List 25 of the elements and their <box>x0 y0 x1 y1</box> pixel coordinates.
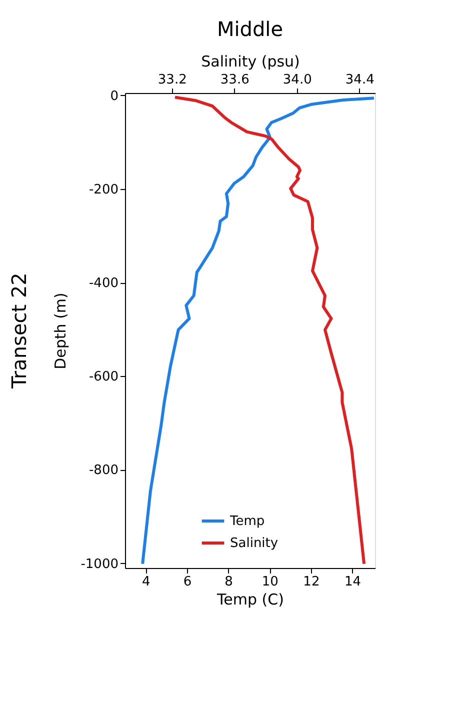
legend-label: Salinity <box>230 536 278 551</box>
x-axis-title: Temp (C) <box>216 590 284 608</box>
y-tick-label: -600 <box>88 370 118 385</box>
x2-tick-label: 34.4 <box>345 72 374 88</box>
line-series <box>141 96 375 566</box>
legend-label: Temp <box>229 514 265 529</box>
x2-tick-label: 33.2 <box>158 72 187 88</box>
x-tick-label: 6 <box>183 574 192 590</box>
y-axis-title: Depth (m) <box>52 292 70 370</box>
y-tick-label: -200 <box>88 182 118 198</box>
x-tick-label: 4 <box>142 574 150 590</box>
x2-tick-label: 33.6 <box>220 72 250 88</box>
x-tick-label: 14 <box>344 574 362 590</box>
y-tick-label: 0 <box>110 88 118 104</box>
x2-tick-label: 34.0 <box>282 72 312 88</box>
x-tick-label: 12 <box>303 574 320 590</box>
x2-axis-title: Salinity (psu) <box>201 52 300 70</box>
y-tick-label: -1000 <box>80 556 118 572</box>
x-tick-label: 10 <box>262 574 278 590</box>
y-tick-label: -400 <box>88 276 118 292</box>
x-tick-label: 8 <box>224 574 233 590</box>
chart-title: Middle <box>216 17 284 41</box>
text: Transect 22 <box>7 272 31 390</box>
y-tick-label: -800 <box>88 463 118 478</box>
line-series <box>174 96 366 566</box>
